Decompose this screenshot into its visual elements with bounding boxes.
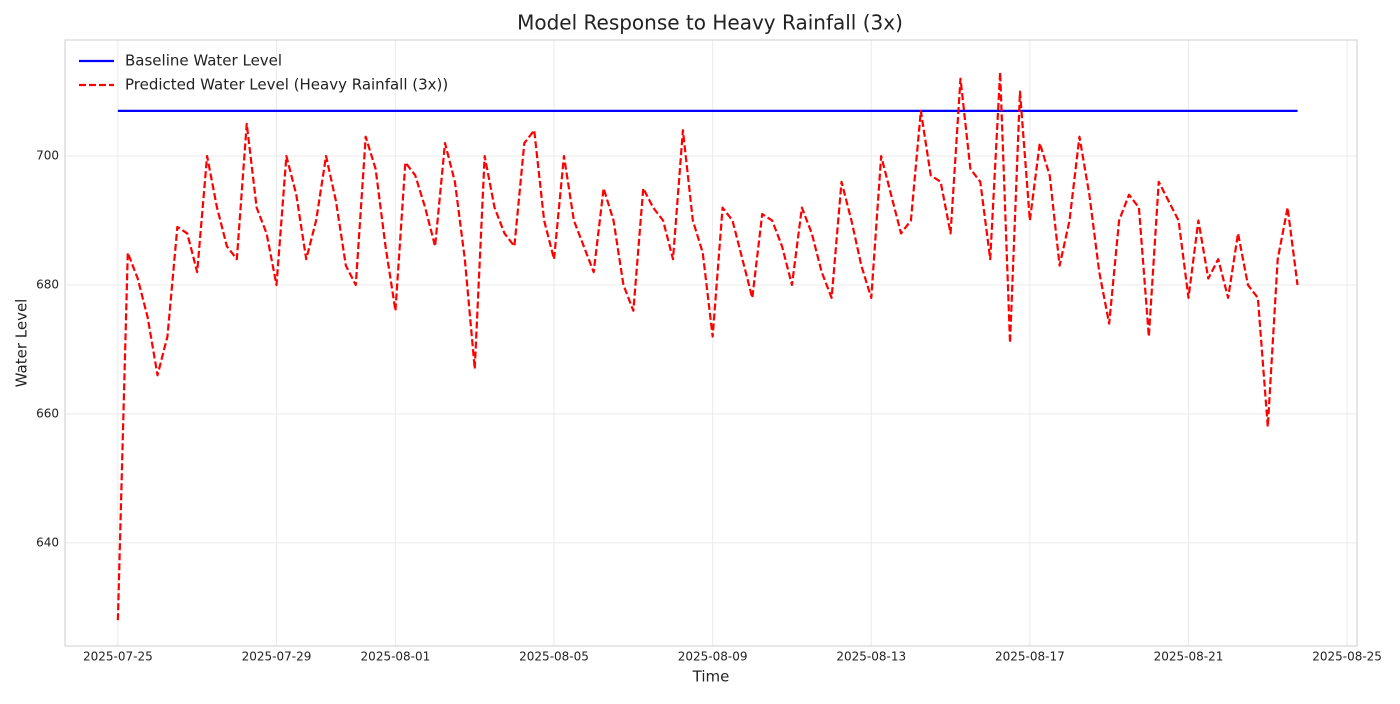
- y-tick-label: 660: [36, 406, 59, 420]
- x-tick-label: 2025-08-09: [678, 650, 748, 664]
- x-tick-label: 2025-08-21: [1154, 650, 1224, 664]
- x-tick-label: 2025-07-29: [242, 650, 312, 664]
- legend-label: Baseline Water Level: [125, 52, 282, 70]
- x-axis-label: Time: [692, 668, 730, 686]
- chart-title: Model Response to Heavy Rainfall (3x): [517, 11, 903, 35]
- plot-frame: [64, 39, 1358, 647]
- x-tick-label: 2025-08-17: [995, 650, 1065, 664]
- data-line: [116, 71, 1299, 621]
- x-tick-label: 2025-08-01: [361, 650, 431, 664]
- y-tick-label: 700: [36, 149, 59, 163]
- y-axis-label: Water Level: [13, 299, 31, 388]
- x-tick-label: 2025-07-25: [83, 650, 153, 664]
- x-tick-label: 2025-08-05: [519, 650, 589, 664]
- x-tick-label: 2025-08-13: [836, 650, 906, 664]
- x-tick-label: 2025-08-25: [1312, 650, 1382, 664]
- y-tick-label: 680: [36, 277, 59, 291]
- legend-label: Predicted Water Level (Heavy Rainfall (3…: [125, 76, 448, 94]
- y-tick-label: 640: [36, 535, 59, 549]
